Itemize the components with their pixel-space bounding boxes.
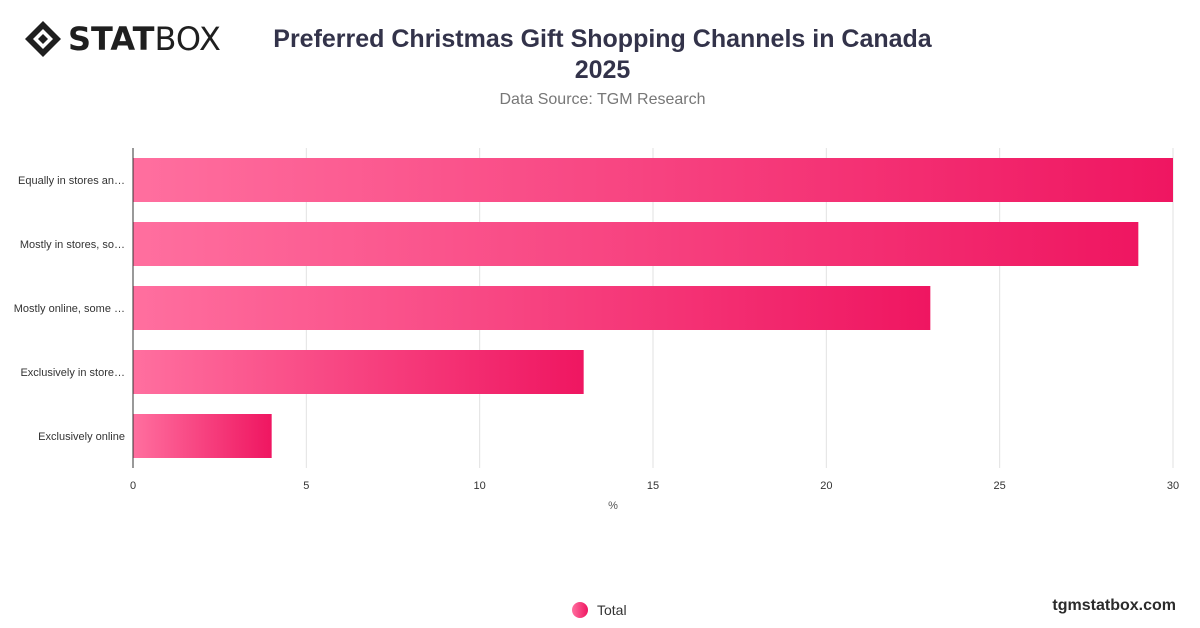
x-axis-title: % [608,500,618,512]
bar [133,350,584,394]
chart-subtitle: Data Source: TGM Research [499,91,706,108]
legend[interactable]: Total [572,602,627,618]
legend-marker [572,602,588,618]
y-category-label: Mostly in stores, so… [20,239,125,251]
diamond-logo-icon [25,21,61,57]
logo-thin-text: BOX [154,20,221,58]
bar [133,414,272,458]
logo-wordmark: STATBOX [68,23,221,55]
x-tick-label: 25 [994,480,1006,492]
bar [133,222,1139,266]
x-tick-label: 15 [647,480,659,492]
chart-title: Preferred Christmas Gift Shopping Channe… [250,24,955,86]
chart-title-line2: 2025 [574,56,631,84]
legend-label-total: Total [597,602,627,618]
logo-bold-text: STAT [68,20,155,58]
bar [133,158,1173,202]
y-category-label: Exclusively in store… [20,367,125,379]
x-tick-label: 10 [474,480,486,492]
x-tick-label: 0 [130,480,136,492]
x-tick-label: 30 [1167,480,1179,492]
y-category-label: Equally in stores an… [18,175,125,187]
bar [133,286,931,330]
site-url[interactable]: tgmstatbox.com [1052,597,1176,614]
x-tick-label: 20 [820,480,832,492]
chart-title-line1: Preferred Christmas Gift Shopping Channe… [273,25,932,53]
statbox-logo: STATBOX [24,20,221,58]
bars [133,158,1173,458]
axes: 0 5 10 15 20 25 30 Equally in stores an… Mostly … [14,148,1179,512]
y-category-label: Exclusively online [38,431,125,443]
y-category-label: Mostly online, some … [14,303,125,315]
x-tick-label: 5 [303,480,309,492]
